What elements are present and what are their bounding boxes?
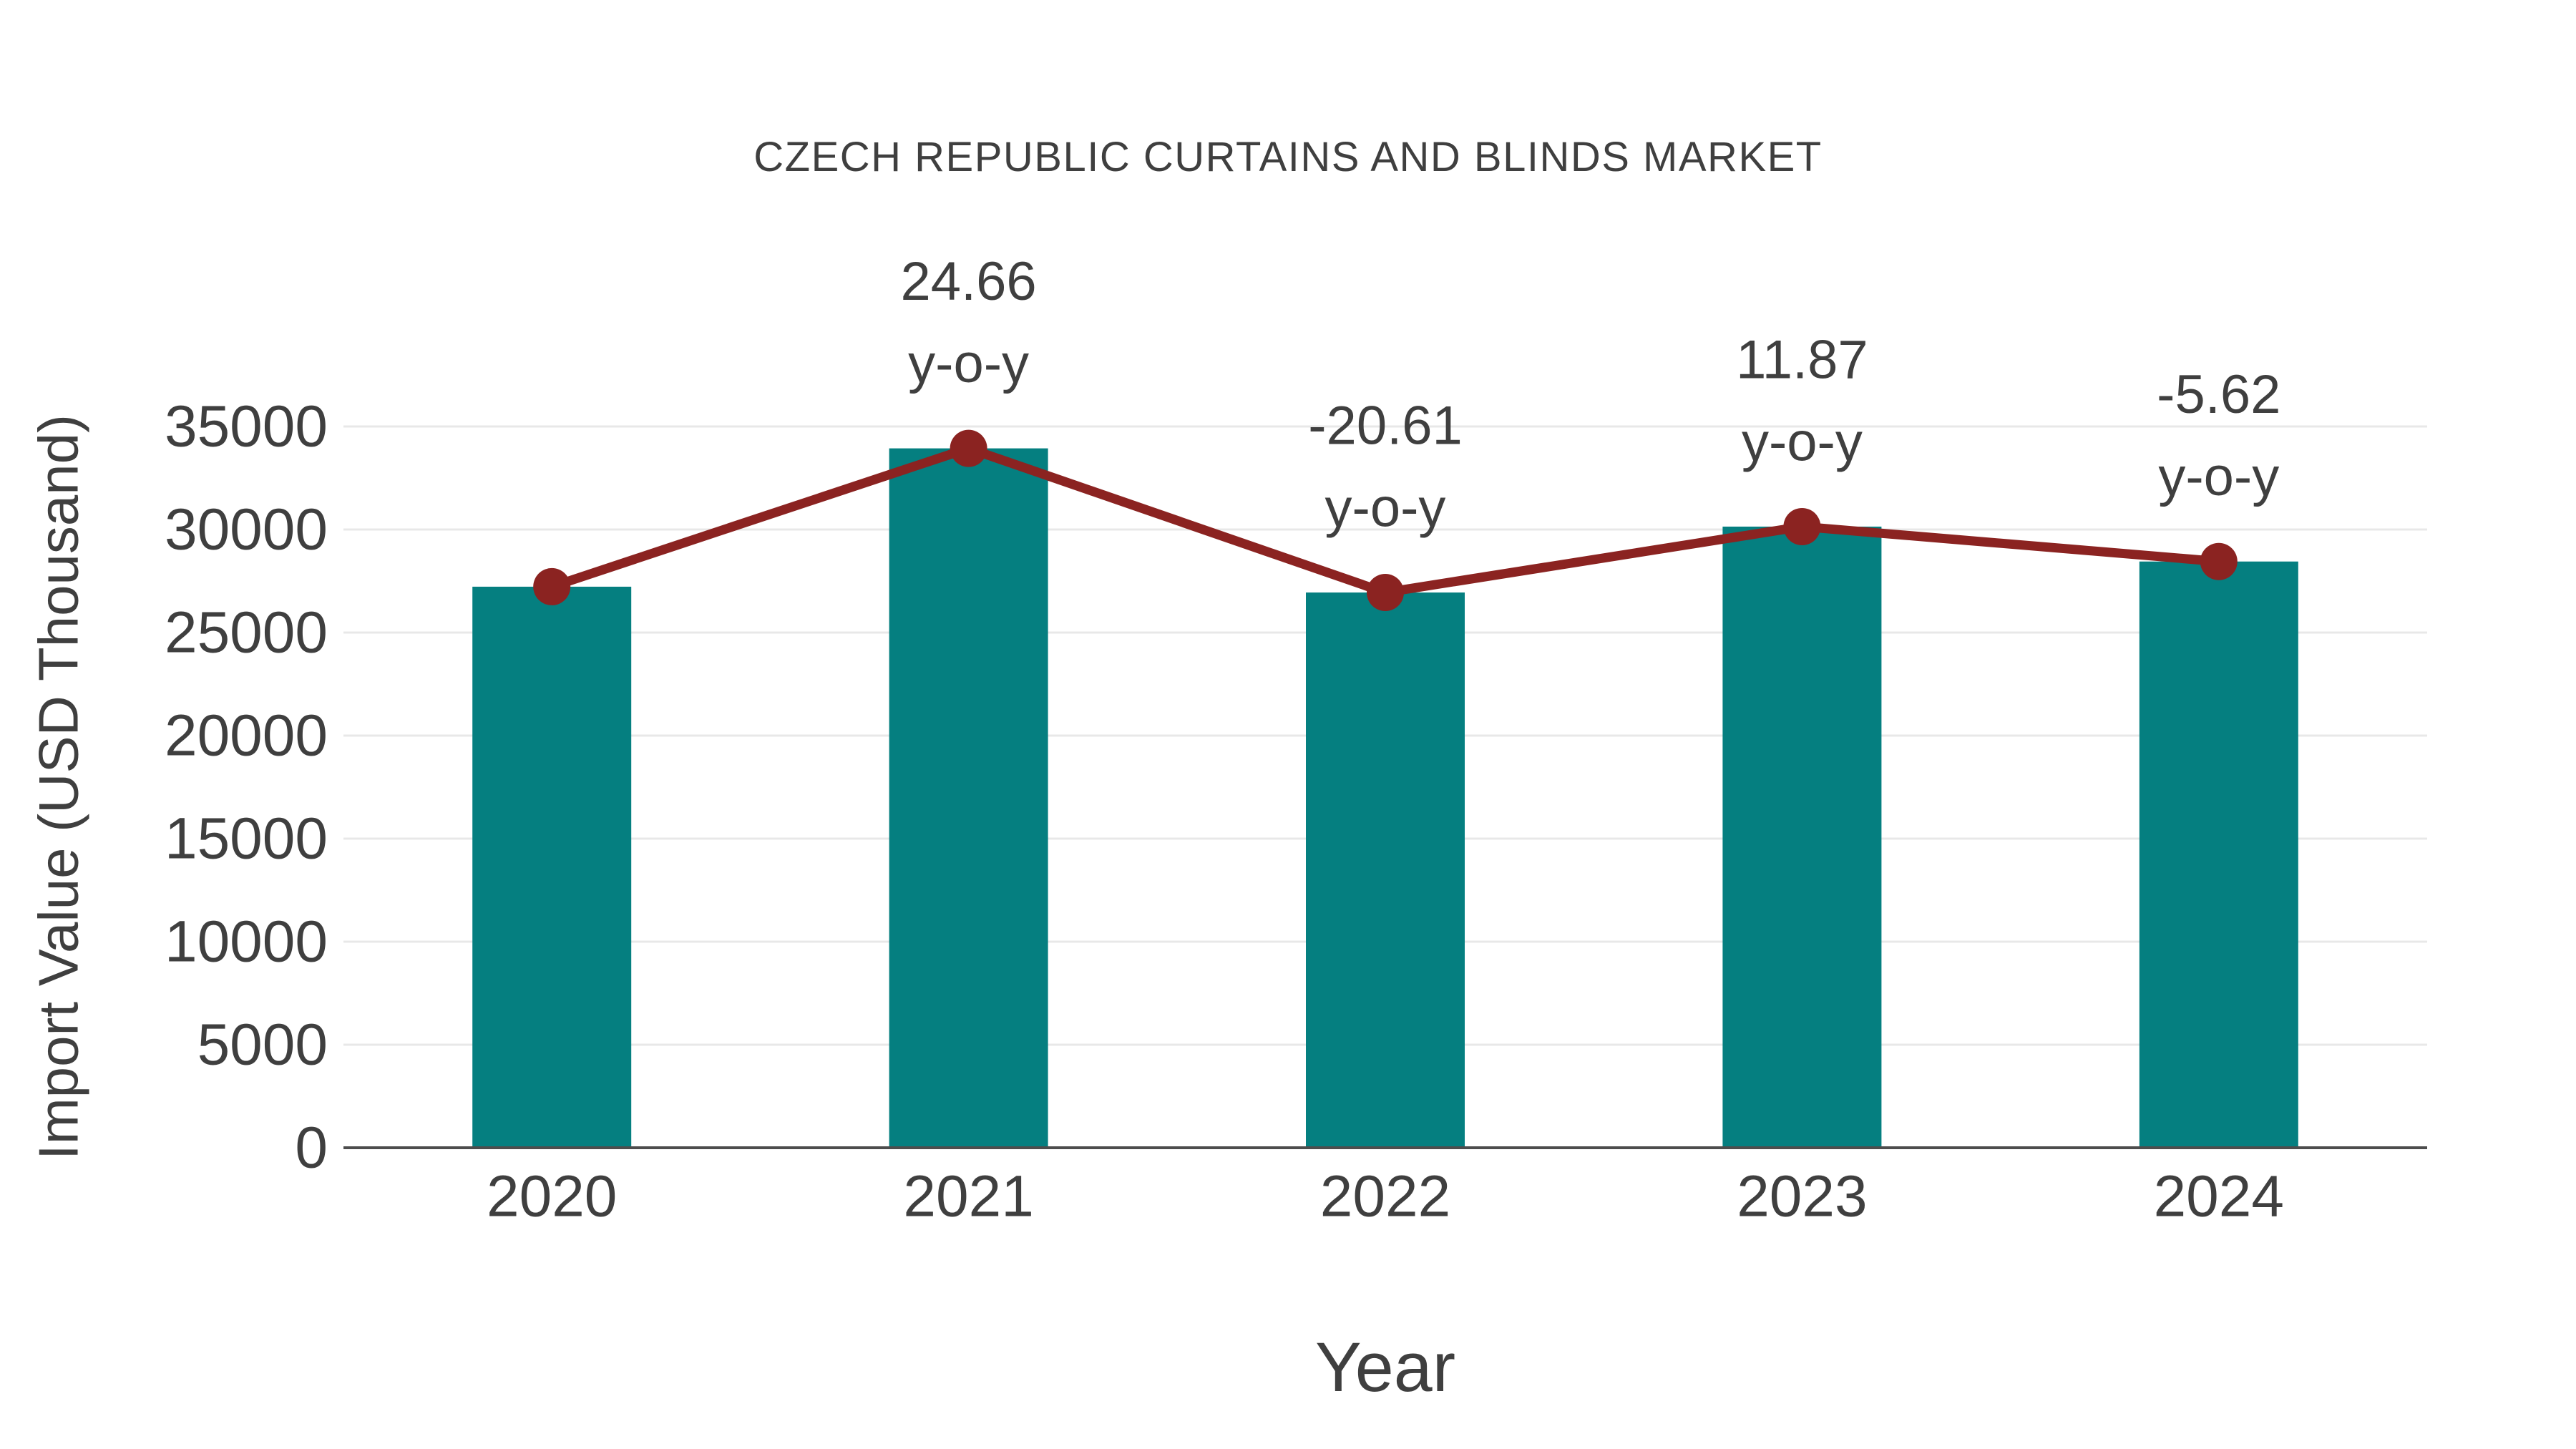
y-tick-label: 30000 (165, 497, 328, 562)
x-tick-label: 2023 (1737, 1164, 1867, 1229)
trend-marker-2024 (2200, 542, 2238, 580)
bar-2021 (889, 448, 1048, 1148)
y-tick-label: 20000 (165, 703, 328, 769)
x-tick-label: 2021 (903, 1164, 1033, 1229)
trend-marker-2021 (950, 429, 987, 467)
y-tick-label: 10000 (165, 909, 328, 975)
annotation-value-2021: 24.66 (901, 251, 1037, 312)
x-tick-label: 2020 (487, 1164, 617, 1229)
y-tick-label: 25000 (165, 600, 328, 665)
x-axis-title: Year (1315, 1328, 1455, 1406)
annotation-value-2023: 11.87 (1736, 329, 1868, 390)
y-tick-label: 15000 (165, 806, 328, 872)
annotation-suffix-2024: y-o-y (2158, 447, 2279, 507)
annotation-suffix-2021: y-o-y (908, 333, 1029, 394)
bar-2022 (1306, 592, 1465, 1148)
bar-2020 (472, 586, 632, 1148)
y-tick-label: 0 (295, 1116, 328, 1181)
y-tick-label: 5000 (197, 1013, 328, 1078)
bar-2023 (1722, 526, 1882, 1148)
annotation-value-2022: -20.61 (1308, 396, 1463, 457)
trend-marker-2020 (533, 567, 571, 605)
chart-title: CZECH REPUBLIC CURTAINS AND BLINDS MARKE… (753, 134, 1823, 180)
annotation-suffix-2022: y-o-y (1325, 478, 1446, 539)
bar-2024 (2139, 561, 2298, 1148)
trend-marker-2023 (1783, 507, 1821, 545)
annotation-suffix-2023: y-o-y (1742, 411, 1863, 472)
x-tick-label: 2024 (2154, 1164, 2284, 1229)
trend-marker-2022 (1367, 574, 1404, 612)
x-tick-label: 2022 (1320, 1164, 1450, 1229)
y-axis-title: Import Value (USD Thousand) (26, 414, 90, 1160)
y-tick-label: 35000 (165, 394, 328, 459)
annotation-value-2024: -5.62 (2157, 364, 2280, 425)
